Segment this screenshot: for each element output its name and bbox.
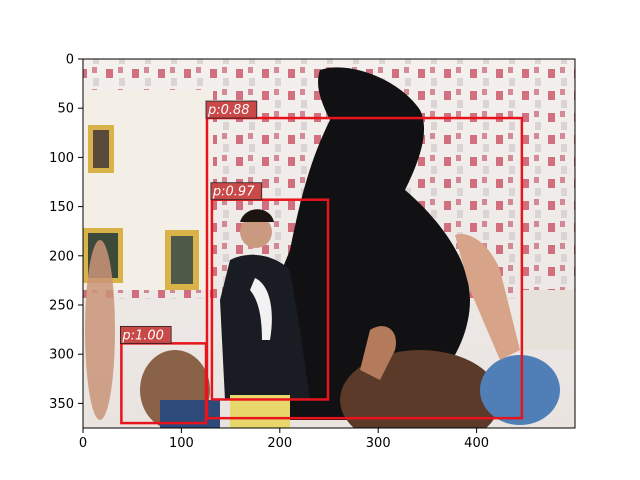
x-tick-label: 100 bbox=[169, 436, 194, 451]
detection-label-bg bbox=[210, 182, 263, 201]
y-tick-label: 100 bbox=[49, 151, 74, 166]
detection-label: p:0.97 bbox=[212, 185, 255, 200]
detection-boxes: p:0.88 p:0.97 p:1.00 bbox=[119, 100, 524, 425]
y-tick-label: 350 bbox=[49, 397, 74, 412]
detection-label: p:0.88 bbox=[207, 103, 250, 118]
detection-box bbox=[210, 198, 330, 401]
x-tick-label: 400 bbox=[464, 436, 489, 451]
x-tick-label: 200 bbox=[267, 436, 292, 451]
y-tick-label: 200 bbox=[49, 249, 74, 264]
y-axis: 0 50 100 150 200 250 300 350 bbox=[49, 53, 83, 412]
x-tick-label: 0 bbox=[79, 436, 87, 451]
detection-label: p:1.00 bbox=[121, 328, 164, 343]
photo-image bbox=[83, 59, 575, 428]
y-tick-label: 0 bbox=[66, 53, 74, 68]
y-tick-label: 300 bbox=[49, 348, 74, 363]
detection-label-bg bbox=[205, 100, 258, 119]
x-axis: 0 100 200 300 400 bbox=[79, 428, 489, 451]
y-tick-label: 150 bbox=[49, 200, 74, 215]
x-tick-label: 300 bbox=[366, 436, 391, 451]
detection-label-bg bbox=[119, 325, 172, 344]
axes-frame bbox=[82, 58, 576, 429]
detection-box bbox=[205, 116, 524, 420]
y-tick-label: 50 bbox=[57, 102, 74, 117]
y-tick-label: 250 bbox=[49, 299, 74, 314]
